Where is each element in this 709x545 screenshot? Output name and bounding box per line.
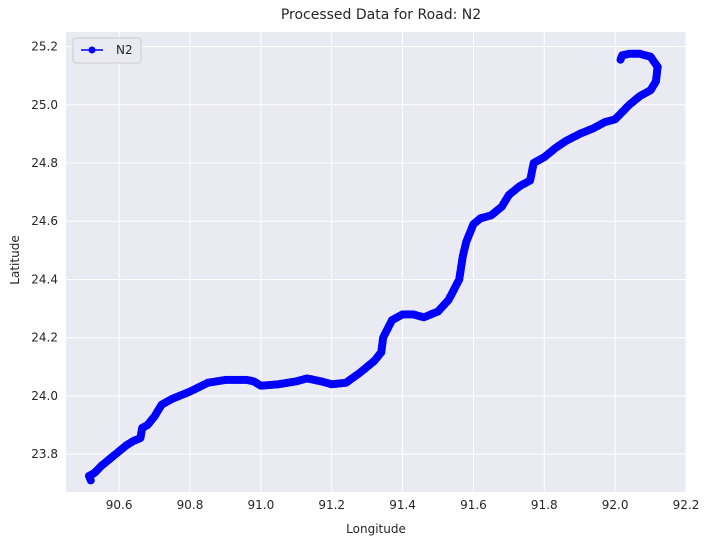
plot-area: [66, 32, 686, 492]
x-axis-label: Longitude: [346, 522, 406, 536]
x-tick-label: 90.8: [177, 498, 204, 512]
x-tick-label: 92.0: [602, 498, 629, 512]
legend-marker: [88, 46, 96, 54]
x-axis-ticks: 90.6 90.8 91.0 91.2 91.4 91.6 91.8 92.0 92.2: [106, 498, 700, 512]
series-layer: [85, 49, 662, 485]
x-tick-label: 91.4: [389, 498, 416, 512]
legend: N2: [72, 37, 142, 64]
y-tick-label: 25.0: [31, 98, 58, 112]
y-tick-label: 24.0: [31, 389, 58, 403]
y-tick-label: 23.8: [31, 447, 58, 461]
y-tick-label: 24.6: [31, 214, 58, 228]
grid: [66, 32, 687, 492]
x-tick-label: 92.2: [673, 498, 700, 512]
chart-title: Processed Data for Road: N2: [281, 7, 481, 23]
x-tick-label: 91.8: [531, 498, 558, 512]
y-tick-label: 24.4: [31, 272, 58, 286]
y-axis-label: Latitude: [8, 235, 22, 284]
x-tick-label: 91.6: [460, 498, 487, 512]
x-tick-label: 91.0: [247, 498, 274, 512]
y-tick-label: 25.2: [31, 40, 58, 54]
data-point: [616, 55, 625, 64]
y-tick-label: 24.2: [31, 331, 58, 345]
x-tick-label: 91.2: [318, 498, 345, 512]
legend-box: [72, 37, 142, 64]
legend-label-n2: N2: [116, 43, 133, 57]
y-tick-label: 24.8: [31, 156, 58, 170]
x-tick-label: 90.6: [106, 498, 133, 512]
y-axis-ticks: 23.8 24.0 24.2 24.4 24.6 24.8 25.0 25.2: [31, 40, 58, 462]
